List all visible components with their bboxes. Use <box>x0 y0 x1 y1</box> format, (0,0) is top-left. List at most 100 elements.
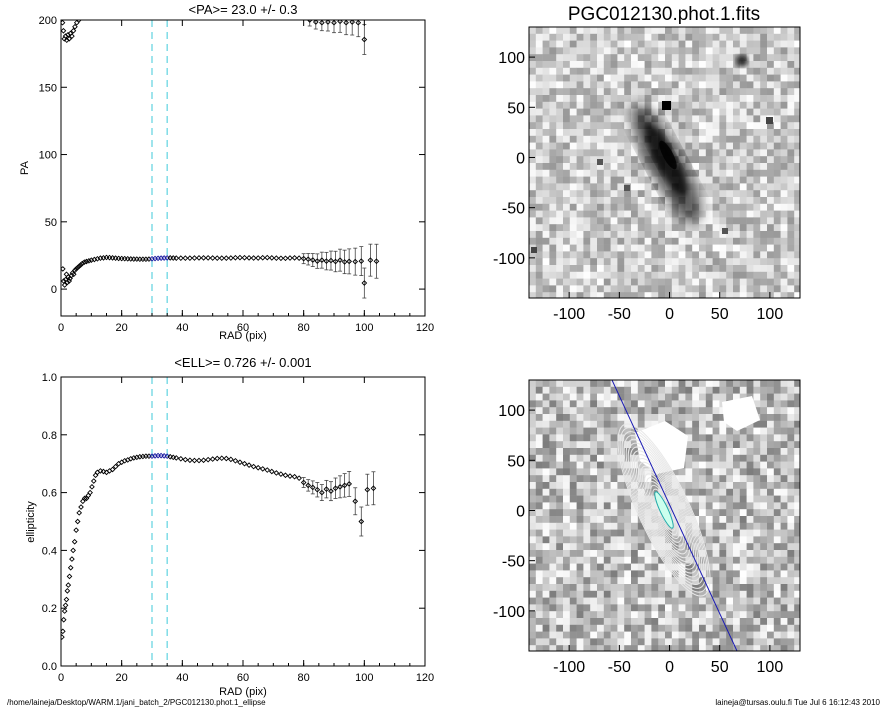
ell-ytick-label: 0.2 <box>42 603 57 615</box>
img1-ytick-label: 50 <box>507 100 525 117</box>
ell-data-point <box>300 479 307 486</box>
ell-data-point <box>187 457 193 464</box>
galaxy-core <box>654 491 674 529</box>
ell-data-point <box>146 453 152 460</box>
img1-xtick-label: 50 <box>711 306 729 323</box>
pa-ytick-label: 200 <box>39 15 57 27</box>
pa-data-point <box>309 257 316 263</box>
image-title: PGC012130.phot.1.fits <box>568 4 760 25</box>
pa-data-point <box>69 33 75 39</box>
ell-xtick-label: 20 <box>116 672 128 684</box>
contour-image-panel: -100 -50 0 50 100 100 50 0 -50 -100 <box>493 379 801 676</box>
ell-data-point <box>314 486 321 493</box>
ell-title: <ELL>= 0.726 +/- 0.001 <box>174 355 311 370</box>
ell-data-point <box>78 504 84 510</box>
ell-data-point <box>191 457 198 464</box>
pa-data-point <box>282 255 289 262</box>
ell-data-point <box>61 634 65 640</box>
ell-data-point <box>241 460 248 467</box>
ell-ytick-label: 0.4 <box>42 545 57 557</box>
ell-data-point <box>337 483 343 490</box>
ell-data-point <box>268 468 275 475</box>
pa-axes-ticks: 0 20 40 60 80 100 120 0 50 100 150 200 <box>39 15 435 334</box>
ell-data-point <box>346 481 353 487</box>
ell-axes-ticks: 0 20 40 60 80 100 120 0.0 0.2 0.4 0.6 0.8 1.0 <box>42 372 434 684</box>
pa-data-point <box>73 266 80 272</box>
ell-data-point <box>305 482 312 489</box>
ell-data-points <box>61 452 377 640</box>
ell-data-point <box>323 486 330 492</box>
pa-data-point <box>177 255 184 261</box>
pa-data-point <box>83 258 90 265</box>
isophote-contour <box>652 488 676 532</box>
ell-data-point <box>73 527 80 534</box>
pa-data-point <box>361 280 368 286</box>
pa-data-point <box>367 257 374 264</box>
pa-data-point <box>241 254 248 261</box>
ell-data-point <box>89 483 95 490</box>
ell-data-point <box>364 486 371 493</box>
ell-xtick-label: 120 <box>416 672 434 684</box>
ell-data-point <box>328 488 334 494</box>
img2-ytick-label: 100 <box>498 403 525 420</box>
ell-data-point <box>67 564 74 571</box>
galaxy-image-panel: PGC012130.phot.1.fits -100 -50 0 50 100 100 50… <box>493 4 801 323</box>
img1-ytick-label: -100 <box>493 251 525 268</box>
pa-data-point <box>223 255 230 261</box>
ell-data-point <box>332 485 339 492</box>
pa-data-point <box>79 260 86 267</box>
ell-data-point <box>291 473 298 480</box>
ell-data-point <box>228 456 234 463</box>
ell-data-point <box>66 573 73 580</box>
pa-xtick-label: 120 <box>416 322 434 334</box>
pa-xtick-label: 20 <box>116 322 128 334</box>
pa-data-point <box>312 20 319 25</box>
ell-plot-frame <box>60 376 426 667</box>
pa-data-point <box>232 254 239 261</box>
pa-data-point <box>140 256 146 263</box>
pa-data-point <box>237 254 243 261</box>
isophote-contour <box>646 477 682 543</box>
img1-ytick-label: -50 <box>502 201 525 218</box>
ell-data-point <box>81 495 88 502</box>
isophote-contour <box>627 442 701 578</box>
ell-data-point <box>214 455 221 462</box>
pa-data-point <box>373 258 380 265</box>
ell-data-point <box>63 596 70 603</box>
img2-xtick-label: 50 <box>711 659 729 676</box>
pa-xtick-label: 60 <box>237 322 249 334</box>
ell-data-point <box>237 459 243 466</box>
ell-data-point <box>61 616 67 623</box>
ell-data-point <box>196 457 202 464</box>
pa-data-point <box>61 282 68 288</box>
ell-data-point <box>167 453 174 460</box>
pa-data-point <box>343 20 349 26</box>
pa-data-point <box>191 255 198 261</box>
pa-xtick-label: 40 <box>176 322 188 334</box>
ell-ytick-label: 0.8 <box>42 430 57 442</box>
pa-data-point <box>361 36 368 43</box>
pa-data-point <box>70 27 77 34</box>
ell-data-point <box>319 489 325 496</box>
pa-xtick-label: 0 <box>58 322 64 334</box>
pa-data-point <box>255 255 262 261</box>
img2-xtick-label: 100 <box>757 659 784 676</box>
pa-data-point <box>228 255 234 261</box>
pa-data-point <box>319 257 325 264</box>
img1-ytick-label: 0 <box>516 150 525 167</box>
img2-ytick-label: -50 <box>502 554 525 571</box>
ell-xtick-label: 100 <box>355 672 373 684</box>
pa-data-point <box>296 255 302 261</box>
ell-data-point <box>100 468 107 475</box>
ell-data-point <box>76 509 83 516</box>
pa-data-point <box>70 271 77 278</box>
img2-ytick-label: -100 <box>493 604 525 621</box>
pa-data-point <box>61 27 67 34</box>
ell-data-point <box>273 470 280 476</box>
ell-data-point <box>223 455 230 462</box>
pa-data-point <box>173 255 180 261</box>
ell-data-point <box>232 457 239 464</box>
pa-data-point <box>63 271 70 278</box>
ell-data-point <box>218 455 225 462</box>
ell-data-point <box>173 455 180 461</box>
